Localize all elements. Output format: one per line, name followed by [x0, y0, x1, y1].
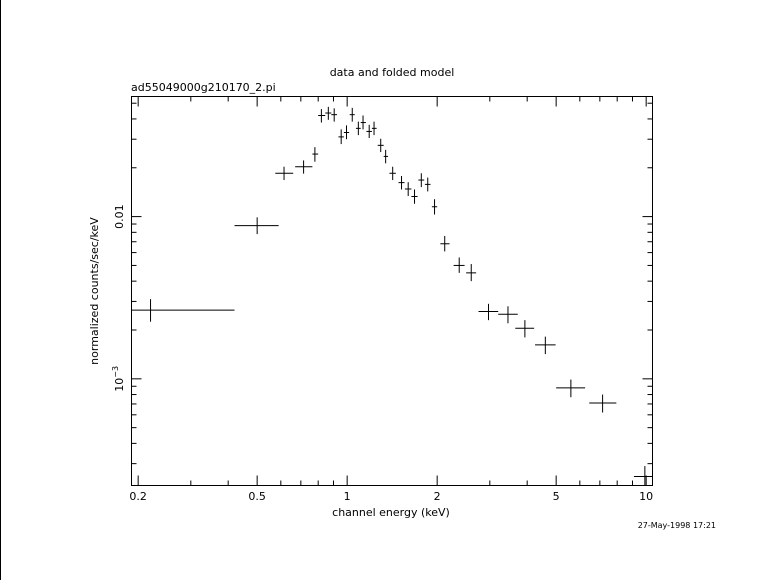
x-axis-label: channel energy (keV)	[332, 506, 450, 519]
x-tick-label: 5	[553, 490, 560, 503]
data-point	[343, 125, 350, 140]
y-axis-label: normalized counts/sec/keV	[88, 217, 101, 365]
data-point	[360, 115, 366, 130]
x-tick-label: 2	[434, 490, 441, 503]
data-point	[349, 107, 355, 122]
plot-frame	[131, 96, 653, 486]
data-point	[338, 129, 344, 145]
data-point	[389, 166, 396, 181]
data-point	[633, 466, 653, 486]
data-point	[325, 106, 332, 120]
y-axis-tick-labels: 0.01 10−3	[111, 204, 126, 391]
x-axis-ticks	[137, 96, 647, 486]
data-point	[234, 217, 279, 235]
data-point	[535, 336, 556, 355]
data-point	[431, 199, 438, 215]
data-point	[131, 299, 235, 322]
x-axis-tick-labels: 0.2 0.5 1 2 5 10	[129, 490, 653, 503]
data-point	[312, 147, 319, 162]
data-point	[515, 320, 535, 338]
data-point	[418, 173, 425, 188]
data-point	[377, 138, 384, 153]
data-point	[331, 108, 338, 122]
data-point	[478, 303, 499, 321]
x-tick-label: 10	[639, 490, 653, 503]
x-tick-label: 0.2	[129, 490, 147, 503]
data-point	[275, 166, 294, 181]
data-point	[453, 257, 465, 273]
data-point	[589, 394, 617, 413]
x-tick-label: 0.5	[248, 490, 266, 503]
data-point	[404, 182, 412, 196]
data-point	[383, 149, 389, 164]
y-tick-label: 10−3	[111, 366, 126, 392]
data-point	[498, 306, 518, 324]
x-tick-label: 1	[344, 490, 351, 503]
data-point	[424, 177, 431, 192]
data-point	[411, 189, 418, 204]
data-point	[440, 235, 450, 252]
data-points	[131, 106, 653, 486]
y-tick-label: 0.01	[113, 204, 126, 229]
data-point	[371, 121, 377, 136]
timestamp: 27-May-1998 17:21	[638, 521, 716, 530]
data-point	[398, 175, 405, 190]
data-point	[366, 124, 372, 139]
y-axis-ticks	[131, 102, 653, 465]
data-point	[466, 264, 477, 282]
data-point	[318, 109, 326, 123]
data-point	[556, 379, 586, 398]
data-point	[355, 121, 361, 136]
chart-subtitle: ad55049000g210170_2.pi	[131, 81, 276, 94]
data-point	[295, 160, 313, 174]
chart-title: data and folded model	[330, 66, 455, 79]
